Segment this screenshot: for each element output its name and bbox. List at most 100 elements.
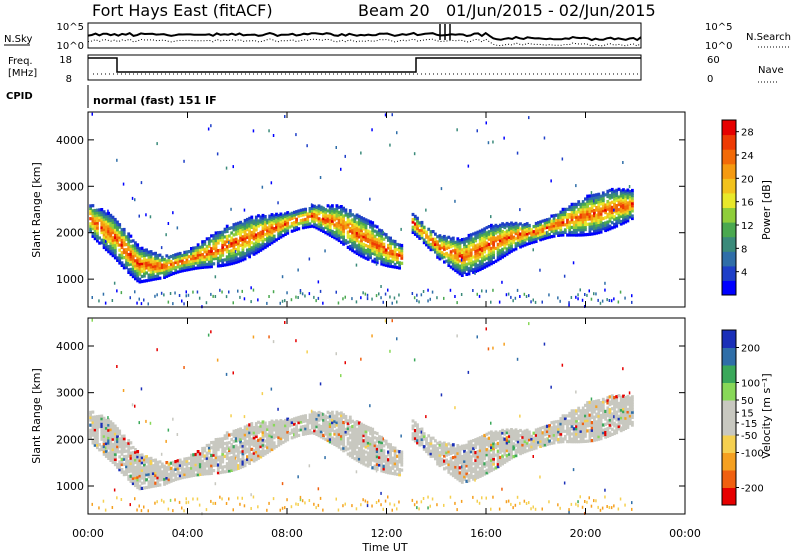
power-noise-cell: [595, 292, 597, 295]
velocity-noise-cell: [371, 334, 373, 337]
power-echo-cell: [304, 208, 307, 211]
velocity-noise-cell: [105, 447, 107, 450]
velocity-echo-cell: [295, 424, 298, 427]
power-noise-cell: [212, 295, 214, 298]
power-noise-cell: [92, 113, 94, 116]
velocity-noise-cell: [383, 508, 385, 511]
power-noise-cell: [139, 298, 141, 301]
velocity-noise-cell: [161, 453, 163, 456]
power-noise-cell: [217, 152, 219, 155]
power-noise-cell: [286, 291, 288, 294]
velocity-echo-cell: [349, 416, 352, 419]
velocity-noise-cell: [322, 413, 324, 416]
power-noise-cell: [250, 300, 252, 303]
velocity-noise-cell: [313, 503, 315, 506]
velocity-noise-cell: [383, 437, 385, 440]
beam-title: Beam 20: [358, 1, 430, 20]
power-noise-cell: [336, 291, 338, 294]
power-noise-cell: [577, 293, 579, 296]
velocity-echo-cell: [304, 414, 307, 417]
velocity-noise-cell: [367, 504, 369, 507]
power-noise-cell: [304, 295, 306, 298]
velocity-noise-cell: [230, 414, 232, 417]
nsky-tick-bottom: 10^0: [57, 41, 84, 52]
power-noise-cell: [492, 141, 494, 144]
velocity-noise-cell: [177, 433, 179, 436]
velocity-noise-cell: [503, 343, 505, 346]
power-noise-cell: [282, 300, 284, 303]
power-noise-cell: [392, 302, 394, 305]
nsky-line: [88, 33, 641, 40]
velocity-noise-cell: [291, 505, 293, 508]
power-echo-cell: [92, 204, 95, 207]
power-noise-cell: [141, 302, 143, 305]
velocity-noise-cell: [318, 504, 320, 507]
power-noise-cell: [631, 301, 633, 304]
power-noise-cell: [210, 293, 212, 296]
power-noise-cell: [239, 296, 241, 299]
power-noise-cell: [416, 299, 418, 302]
power-noise-cell: [156, 142, 158, 145]
power-noise-cell: [336, 146, 338, 149]
power-noise-cell: [154, 295, 156, 298]
power-noise-cell: [156, 293, 158, 296]
power-noise-cell: [421, 224, 423, 227]
date-range-title: 01/Jun/2015 - 02/Jun/2015: [446, 1, 656, 20]
velocity-noise-cell: [212, 502, 214, 505]
velocity-noise-cell: [123, 389, 125, 392]
velocity-noise-cell: [340, 374, 342, 377]
power-echo-cell: [376, 225, 379, 228]
velocity-noise-cell: [250, 507, 252, 510]
power-noise-cell: [568, 301, 570, 304]
velocity-noise-cell: [315, 506, 317, 509]
velocity-noise-cell: [456, 334, 458, 337]
power-noise-cell: [450, 289, 452, 292]
power-noise-cell: [517, 152, 519, 155]
power-noise-cell: [280, 302, 282, 305]
power-noise-cell: [233, 165, 235, 168]
velocity-noise-cell: [416, 501, 418, 504]
power-noise-cell: [168, 301, 170, 304]
power-noise-cell: [604, 289, 606, 292]
velocity-noise-cell: [172, 418, 174, 421]
velocity-noise-cell: [454, 502, 456, 505]
power-noise-cell: [311, 203, 313, 206]
power-noise-cell: [320, 290, 322, 293]
power-noise-cell: [584, 293, 586, 296]
velocity-noise-cell: [237, 497, 239, 500]
velocity-noise-cell: [121, 498, 123, 501]
power-noise-cell: [233, 301, 235, 304]
nsky-tick-top: 10^5: [57, 22, 84, 33]
power-noise-cell: [432, 291, 434, 294]
velocity-noise-cell: [304, 501, 306, 504]
velocity-noise-cell: [179, 501, 181, 504]
velocity-noise-cell: [432, 498, 434, 501]
power-noise-cell: [268, 295, 270, 298]
power-noise-cell: [550, 179, 552, 182]
power-noise-cell: [103, 293, 105, 296]
nsky-panel: N.Sky 10^5 10^0 10^5 10^0 N.Search: [4, 22, 791, 52]
velocity-noise-cell: [273, 340, 275, 343]
power-noise-cell: [416, 294, 418, 297]
velocity-noise-cell: [266, 509, 268, 512]
power-noise-cell: [145, 213, 147, 216]
velocity-noise-cell: [188, 501, 190, 504]
velocity-noise-cell: [127, 469, 129, 472]
power-echo-cell: [118, 223, 121, 226]
power-noise-cell: [557, 296, 559, 299]
velocity-noise-cell: [286, 498, 288, 501]
power-noise-cell: [481, 289, 483, 292]
nsearch-label: N.Search: [746, 32, 791, 43]
velocity-noise-cell: [154, 502, 156, 505]
power-noise-cell: [163, 293, 165, 296]
power-noise-cell: [320, 176, 322, 179]
velocity-noise-cell: [141, 387, 143, 390]
station-title: Fort Hays East (fitACF): [92, 1, 273, 20]
velocity-noise-cell: [398, 501, 400, 504]
velocity-noise-cell: [309, 464, 311, 467]
power-noise-cell: [183, 302, 185, 305]
power-noise-cell: [535, 301, 537, 304]
velocity-noise-cell: [92, 319, 94, 322]
power-noise-cell: [461, 293, 463, 296]
power-noise-cell: [577, 297, 579, 300]
